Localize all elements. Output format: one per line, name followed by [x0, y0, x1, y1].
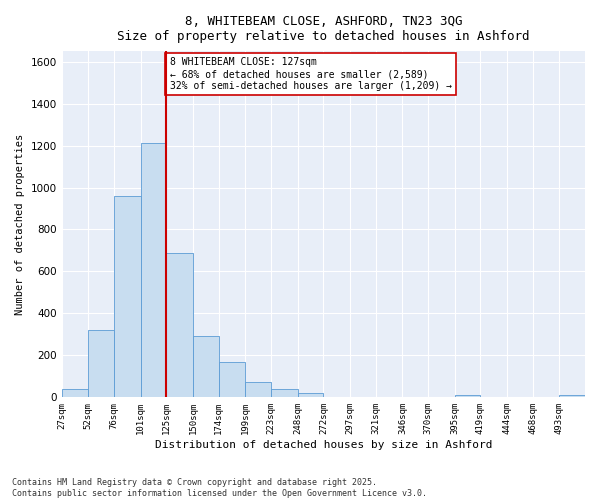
Bar	[114, 196, 141, 398]
Bar	[455, 395, 481, 398]
Bar	[218, 362, 245, 398]
Bar	[166, 252, 193, 398]
Y-axis label: Number of detached properties: Number of detached properties	[15, 134, 25, 315]
Bar	[88, 330, 114, 398]
Bar	[193, 336, 218, 398]
Bar	[559, 395, 585, 398]
Bar	[271, 389, 298, 398]
Bar	[141, 144, 166, 398]
X-axis label: Distribution of detached houses by size in Ashford: Distribution of detached houses by size …	[155, 440, 492, 450]
Bar	[298, 393, 323, 398]
Bar	[62, 389, 88, 398]
Bar	[245, 382, 271, 398]
Text: Contains HM Land Registry data © Crown copyright and database right 2025.
Contai: Contains HM Land Registry data © Crown c…	[12, 478, 427, 498]
Text: 8 WHITEBEAM CLOSE: 127sqm
← 68% of detached houses are smaller (2,589)
32% of se: 8 WHITEBEAM CLOSE: 127sqm ← 68% of detac…	[170, 58, 452, 90]
Title: 8, WHITEBEAM CLOSE, ASHFORD, TN23 3QG
Size of property relative to detached hous: 8, WHITEBEAM CLOSE, ASHFORD, TN23 3QG Si…	[117, 15, 530, 43]
